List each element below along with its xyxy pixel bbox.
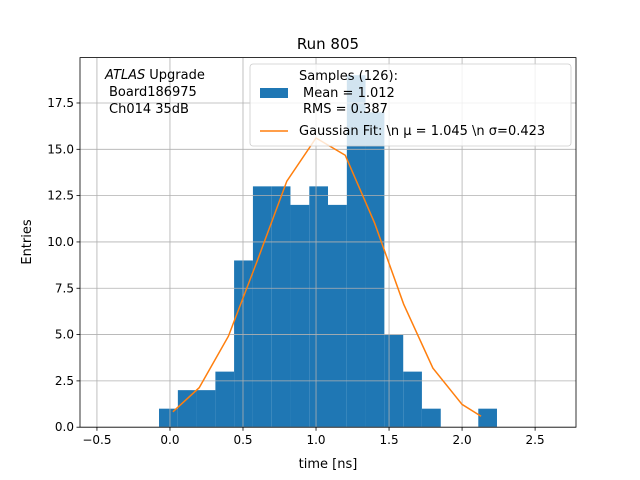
legend-frame	[249, 63, 572, 147]
bar	[234, 260, 253, 428]
annotation-emphasis: ATLAS	[104, 68, 145, 83]
bar	[365, 112, 385, 428]
fit-line	[172, 136, 482, 417]
bar	[215, 371, 235, 428]
legend-swatch	[260, 88, 288, 98]
y-tick-label: 17.5	[47, 96, 74, 110]
bar	[328, 204, 347, 428]
x-tick-label: 2.0	[453, 433, 472, 447]
bar	[478, 408, 497, 428]
bar	[403, 371, 422, 428]
bar	[252, 186, 272, 428]
chart-title: Run 805	[297, 35, 359, 53]
y-tick-label: 2.5	[55, 374, 74, 388]
legend-label: Gaussian Fit: \n μ = 1.045 \n σ=0.423	[299, 124, 545, 139]
y-tick-label: 0.0	[55, 420, 74, 434]
annotation-line: Upgrade	[149, 68, 205, 83]
bar	[271, 186, 291, 428]
x-tick-label: 0.0	[160, 433, 179, 447]
annotation-line: Ch014 35dB	[109, 102, 189, 117]
x-axis-label: time [ns]	[299, 457, 358, 472]
bar	[290, 204, 310, 428]
bar	[177, 390, 197, 428]
legend-label: Mean = 1.012	[303, 86, 395, 101]
legend-label: RMS = 0.387	[303, 102, 388, 117]
bar	[346, 75, 366, 428]
x-tick-label: 1.5	[380, 433, 399, 447]
annotation-line: Board186975	[109, 85, 197, 100]
annotation: ATLAS Upgrade	[104, 68, 205, 83]
bar	[196, 390, 216, 428]
plot-frame	[79, 57, 577, 428]
x-tick-label: 0.5	[233, 433, 252, 447]
y-tick-label: 10.0	[47, 235, 74, 249]
x-tick-label: 1.0	[306, 433, 325, 447]
y-tick-label: 15.0	[47, 142, 74, 156]
y-axis-label: Entries	[20, 219, 35, 265]
x-tick-label: 2.5	[526, 433, 545, 447]
y-tick-label: 5.0	[55, 328, 74, 342]
x-tick-label: −0.5	[82, 433, 111, 447]
y-tick-label: 7.5	[55, 281, 74, 295]
bar	[309, 186, 328, 428]
bar	[159, 408, 178, 428]
bar	[421, 408, 441, 428]
y-tick-label: 12.5	[47, 189, 74, 203]
legend-label: Samples (126):	[299, 69, 398, 84]
